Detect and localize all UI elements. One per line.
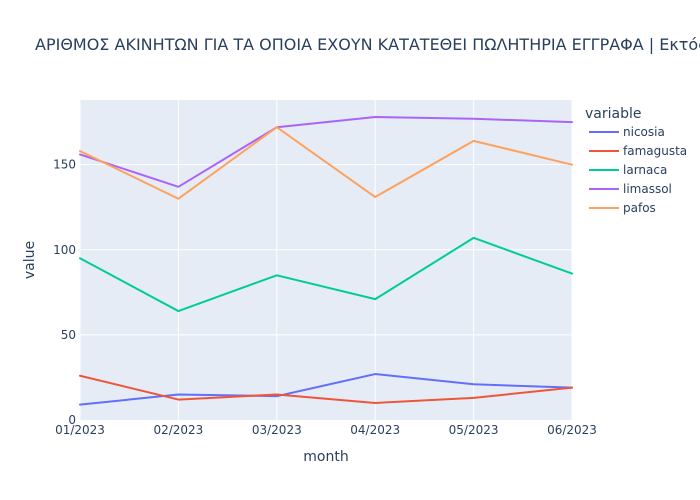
- plot-area: [80, 100, 572, 420]
- legend-label-limassol[interactable]: limassol: [623, 182, 672, 196]
- x-axis-ticks: 01/2023 02/2023 03/2023 04/2023 05/2023 06/20…: [55, 423, 597, 437]
- y-tick-label: 0: [68, 413, 76, 427]
- x-tick-label: 05/2023: [449, 423, 499, 437]
- x-tick-label: 02/2023: [153, 423, 203, 437]
- x-tick-label: 03/2023: [252, 423, 302, 437]
- y-tick-label: 150: [53, 158, 76, 172]
- gridlines: [79, 100, 573, 420]
- legend-title: variable: [585, 106, 641, 122]
- series-lines: [79, 116, 573, 406]
- legend-label-nicosia[interactable]: nicosia: [623, 125, 665, 139]
- legend-items: nicosia famagusta larnaca limassol pafos: [589, 125, 687, 215]
- x-axis-label: month: [303, 449, 348, 465]
- y-axis-label: value: [22, 241, 38, 279]
- chart-title: ΑΡΙΘΜΟΣ ΑΚΙΝΗΤΩΝ ΓΙΑ ΤΑ ΟΠΟΙΑ ΕΧΟΥΝ ΚΑΤΑ…: [35, 35, 700, 54]
- x-tick-label: 04/2023: [350, 423, 400, 437]
- legend-label-pafos[interactable]: pafos: [623, 201, 656, 215]
- series-line-larnaca: [79, 236, 573, 313]
- y-tick-label: 100: [53, 243, 76, 257]
- series-line-limassol: [79, 116, 573, 188]
- series-line-famagusta: [79, 374, 573, 404]
- y-axis-ticks: 0 50 100 150: [53, 158, 76, 427]
- y-tick-label: 50: [61, 328, 76, 342]
- x-tick-label: 01/2023: [55, 423, 105, 437]
- x-tick-label: 06/2023: [547, 423, 597, 437]
- legend-label-larnaca[interactable]: larnaca: [623, 163, 667, 177]
- legend-label-famagusta[interactable]: famagusta: [623, 144, 687, 158]
- legend: variable nicosia famagusta larnaca limassol…: [585, 106, 687, 215]
- series-line-pafos: [79, 126, 573, 200]
